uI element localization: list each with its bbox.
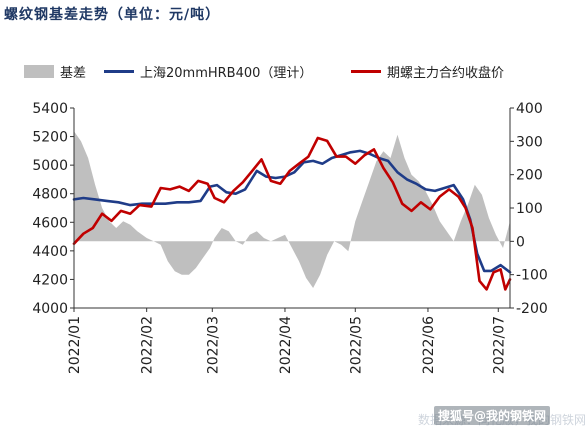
- right-axis-tick-label: -100: [516, 268, 548, 284]
- x-axis-tick-label: 2022/06: [421, 316, 437, 374]
- chart-title: 螺纹钢基差走势（单位：元/吨）: [4, 7, 221, 23]
- right-axis-tick-label: 0: [516, 234, 525, 250]
- left-axis-tick-label: 4600: [32, 215, 68, 231]
- left-axis-tick-label: 4400: [32, 244, 68, 260]
- left-axis-tick-label: 4800: [32, 187, 68, 203]
- left-axis-tick-label: 4000: [32, 301, 68, 317]
- right-axis-tick-label: 400: [516, 101, 543, 117]
- x-axis-tick-label: 2022/05: [348, 316, 364, 374]
- right-axis-tick-label: 100: [516, 201, 543, 217]
- left-axis-tick-label: 5400: [32, 101, 68, 117]
- series-line-futures: [72, 136, 512, 291]
- legend-label-spot: 上海20mmHRB400（理计）: [140, 66, 313, 81]
- right-axis-tick-label: 200: [516, 168, 543, 184]
- series-line-spot: [72, 149, 512, 274]
- left-axis-tick-label: 5200: [32, 130, 68, 146]
- legend-swatch-basis: [24, 65, 54, 78]
- x-axis-tick-label: 2022/01: [67, 316, 83, 374]
- x-axis-tick-label: 2022/03: [205, 316, 221, 374]
- legend-swatch-spot: [104, 70, 134, 73]
- right-axis-tick-label: 300: [516, 134, 543, 150]
- watermark-sohu: 搜狐号@我的钢铁网: [434, 406, 551, 425]
- legend-swatch-futures: [351, 70, 381, 73]
- legend-label-futures: 期螺主力合约收盘价: [387, 66, 505, 81]
- series-area-basis: [74, 131, 510, 288]
- legend-label-basis: 基差: [60, 66, 87, 81]
- right-axis-tick-label: -200: [516, 301, 548, 317]
- left-axis-tick-label: 4200: [32, 272, 68, 288]
- x-axis-tick-label: 2022/02: [140, 316, 156, 374]
- x-axis-tick-label: 2022/04: [278, 316, 294, 374]
- left-axis-tick-label: 5000: [32, 158, 68, 174]
- x-axis-tick-label: 2022/07: [491, 316, 507, 374]
